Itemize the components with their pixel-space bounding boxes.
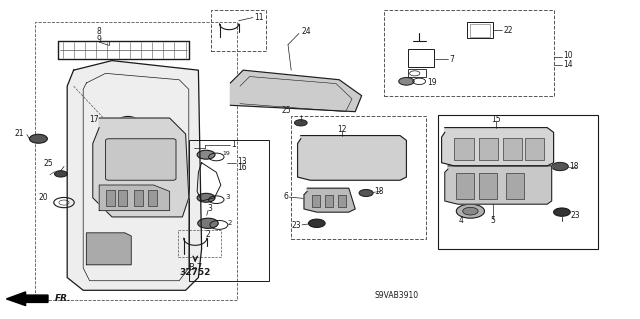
Text: 8: 8 <box>97 27 102 36</box>
Bar <box>211 10 266 51</box>
Text: 25: 25 <box>43 159 53 168</box>
Polygon shape <box>442 128 554 166</box>
Bar <box>503 138 522 160</box>
Bar <box>479 173 497 199</box>
Text: 22: 22 <box>504 26 513 35</box>
Text: 2: 2 <box>228 220 232 226</box>
Polygon shape <box>86 233 131 265</box>
Polygon shape <box>298 136 406 180</box>
Text: 10: 10 <box>563 51 573 60</box>
Text: 5: 5 <box>490 216 495 225</box>
Bar <box>178 230 221 257</box>
Text: 3: 3 <box>207 204 212 213</box>
Text: 9: 9 <box>97 35 102 44</box>
Text: 12: 12 <box>338 125 347 134</box>
Bar <box>384 10 554 96</box>
Text: S9VAB3910: S9VAB3910 <box>375 291 419 300</box>
Text: 18: 18 <box>374 187 384 196</box>
Text: 23: 23 <box>291 221 301 230</box>
Circle shape <box>463 207 478 215</box>
Text: 4: 4 <box>458 216 463 225</box>
Circle shape <box>399 78 414 85</box>
Bar <box>312 195 320 207</box>
Circle shape <box>554 208 570 216</box>
Circle shape <box>456 204 484 218</box>
Bar <box>456 173 474 199</box>
Bar <box>408 69 426 77</box>
Bar <box>134 190 143 206</box>
Circle shape <box>54 171 67 177</box>
Bar <box>506 173 524 199</box>
Circle shape <box>198 218 218 228</box>
Text: 14: 14 <box>563 60 573 69</box>
Text: FR.: FR. <box>54 294 71 303</box>
Polygon shape <box>6 292 48 306</box>
Text: 16: 16 <box>237 163 246 172</box>
Polygon shape <box>93 118 189 217</box>
Bar <box>470 24 490 37</box>
Text: B-7: B-7 <box>188 263 202 272</box>
Bar <box>35 22 237 300</box>
Bar <box>454 138 474 160</box>
Bar <box>118 190 127 206</box>
Text: 13: 13 <box>237 157 246 166</box>
Text: 18: 18 <box>570 162 579 171</box>
Text: 24: 24 <box>301 27 311 36</box>
Bar <box>479 138 498 160</box>
Text: 15: 15 <box>491 115 501 124</box>
Bar <box>338 195 346 207</box>
Text: 20: 20 <box>38 193 48 202</box>
Text: 21: 21 <box>15 130 24 138</box>
Circle shape <box>124 119 132 123</box>
Text: 23: 23 <box>571 211 580 220</box>
Bar <box>408 49 434 67</box>
Polygon shape <box>67 61 202 290</box>
Bar <box>307 140 397 175</box>
Bar <box>106 190 115 206</box>
Text: 11: 11 <box>254 13 264 22</box>
Bar <box>438 115 598 249</box>
Polygon shape <box>230 70 362 112</box>
Circle shape <box>308 219 325 227</box>
Text: 7: 7 <box>449 55 454 63</box>
Polygon shape <box>445 166 552 204</box>
Text: 1: 1 <box>232 140 236 149</box>
Bar <box>467 22 493 38</box>
Circle shape <box>29 134 47 143</box>
Polygon shape <box>99 185 170 211</box>
Bar <box>325 195 333 207</box>
Text: 19: 19 <box>428 78 437 87</box>
Circle shape <box>197 193 215 202</box>
Circle shape <box>197 150 215 159</box>
Bar <box>291 116 426 239</box>
Text: 3: 3 <box>225 194 230 199</box>
Circle shape <box>339 152 371 167</box>
Text: 2: 2 <box>205 230 211 239</box>
Bar <box>189 140 269 281</box>
Text: 6: 6 <box>283 192 288 201</box>
Bar <box>148 190 157 206</box>
Text: 17: 17 <box>90 115 99 124</box>
Text: 25: 25 <box>282 106 291 115</box>
Text: 19: 19 <box>223 151 230 156</box>
Circle shape <box>314 152 346 167</box>
Circle shape <box>552 162 568 171</box>
Bar <box>525 138 544 160</box>
FancyBboxPatch shape <box>106 139 176 180</box>
Polygon shape <box>304 188 355 212</box>
Text: 32752: 32752 <box>179 268 211 277</box>
Circle shape <box>294 120 307 126</box>
Circle shape <box>359 189 373 197</box>
